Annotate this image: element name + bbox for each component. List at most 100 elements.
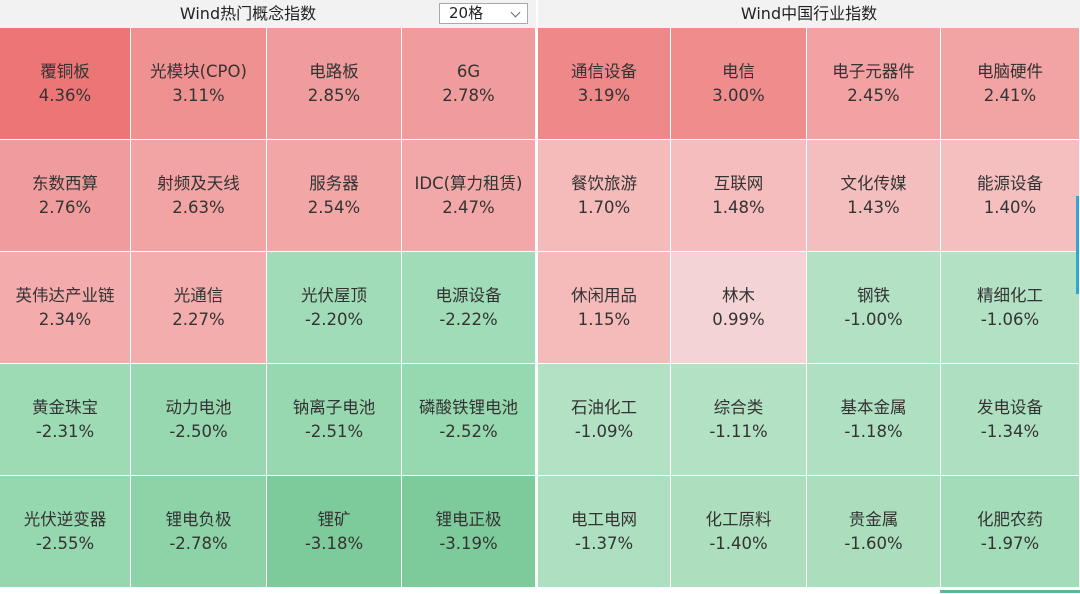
industry-tile[interactable]: 基本金属 -1.18% xyxy=(807,364,941,476)
concept-tile[interactable]: 光伏逆变器 -2.55% xyxy=(0,476,131,588)
concept-tile-name: 射频及天线 xyxy=(157,173,240,193)
industry-tile-name: 能源设备 xyxy=(977,173,1043,193)
concept-tile-change: -2.55% xyxy=(35,533,95,553)
concept-tile-change: 2.63% xyxy=(172,197,225,217)
concept-tile-name: 黄金珠宝 xyxy=(32,397,98,417)
concept-tile[interactable]: 光通信 2.27% xyxy=(131,252,267,364)
panel-divider xyxy=(536,0,538,594)
industry-tile-name: 钢铁 xyxy=(857,285,890,305)
industry-tile[interactable]: 通信设备 3.19% xyxy=(538,28,671,140)
scroll-indicator[interactable] xyxy=(1076,196,1079,294)
industry-index-panel: Wind中国行业指数 通信设备 3.19% 电信 3.00% 电子元器件 2.45% 电脑硬… xyxy=(538,0,1080,594)
industry-tile-change: 2.45% xyxy=(847,85,900,105)
industry-tile-name: 休闲用品 xyxy=(571,285,637,305)
industry-tile-change: 1.70% xyxy=(577,197,631,217)
industry-tile-name: 化肥农药 xyxy=(977,509,1043,529)
concept-tile[interactable]: 电源设备 -2.22% xyxy=(402,252,536,364)
industry-tile-change: -1.97% xyxy=(980,533,1040,553)
concept-tile[interactable]: 光伏屋顶 -2.20% xyxy=(267,252,402,364)
concept-tile[interactable]: IDC(算力租赁) 2.47% xyxy=(402,140,536,252)
industry-tile-change: 1.40% xyxy=(983,197,1037,217)
concept-tile-name: 电路板 xyxy=(309,61,359,81)
industry-tile-change: -1.11% xyxy=(709,421,768,441)
industry-tile-name: 基本金属 xyxy=(840,397,907,417)
industry-heatmap-grid: 通信设备 3.19% 电信 3.00% 电子元器件 2.45% 电脑硬件 2.41% 餐饮旅游 1… xyxy=(538,28,1080,588)
industry-tile[interactable]: 电子元器件 2.45% xyxy=(807,28,941,140)
industry-tile-name: 发电设备 xyxy=(977,397,1043,417)
concept-tile[interactable]: 光模块(CPO) 3.11% xyxy=(131,28,267,140)
concept-tile[interactable]: 英伟达产业链 2.34% xyxy=(0,252,131,364)
concept-tile[interactable]: 覆铜板 4.36% xyxy=(0,28,131,140)
concept-tile-name: 光伏屋顶 xyxy=(301,285,367,305)
industry-tile-name: 石油化工 xyxy=(571,397,637,417)
concept-tile[interactable]: 锂电负极 -2.78% xyxy=(131,476,267,588)
industry-tile-change: -1.40% xyxy=(709,533,768,553)
concept-tile-name: 锂电负极 xyxy=(165,509,232,529)
industry-tile[interactable]: 电工电网 -1.37% xyxy=(538,476,671,588)
concept-tile-change: 2.47% xyxy=(442,197,495,217)
concept-panel-header: Wind热门概念指数 20格 xyxy=(0,0,536,29)
industry-tile-change: -1.09% xyxy=(574,421,634,441)
industry-tile-change: 0.99% xyxy=(712,309,765,329)
industry-tile[interactable]: 电信 3.00% xyxy=(671,28,807,140)
industry-tile-change: 1.15% xyxy=(577,309,631,329)
industry-tile[interactable]: 休闲用品 1.15% xyxy=(538,252,671,364)
industry-tile[interactable]: 精细化工 -1.06% xyxy=(941,252,1080,364)
industry-tile[interactable]: 文化传媒 1.43% xyxy=(807,140,941,252)
industry-tile-name: 电子元器件 xyxy=(832,61,915,81)
concept-tile-change: 2.76% xyxy=(38,197,92,217)
industry-tile-name: 电脑硬件 xyxy=(977,61,1043,81)
industry-tile[interactable]: 贵金属 -1.60% xyxy=(807,476,941,588)
concept-tile[interactable]: 东数西算 2.76% xyxy=(0,140,131,252)
concept-tile[interactable]: 钠离子电池 -2.51% xyxy=(267,364,402,476)
concept-tile-change: 2.85% xyxy=(307,85,361,105)
industry-tile-name: 互联网 xyxy=(713,173,764,193)
concept-tile-change: 3.11% xyxy=(172,85,225,105)
concept-tile-change: 2.27% xyxy=(172,309,225,329)
industry-tile[interactable]: 石油化工 -1.09% xyxy=(538,364,671,476)
industry-tile-name: 林木 xyxy=(722,285,755,305)
concept-tile-name: 锂电正极 xyxy=(435,509,502,529)
concept-tile-name: 动力电池 xyxy=(165,397,232,417)
concept-tile-name: 覆铜板 xyxy=(40,61,90,81)
concept-tile[interactable]: 服务器 2.54% xyxy=(267,140,402,252)
concept-tile-change: -3.18% xyxy=(304,533,364,553)
industry-panel-title: Wind中国行业指数 xyxy=(740,4,878,23)
industry-tile[interactable]: 化肥农药 -1.97% xyxy=(941,476,1080,588)
industry-tile[interactable]: 钢铁 -1.00% xyxy=(807,252,941,364)
concept-tile[interactable]: 黄金珠宝 -2.31% xyxy=(0,364,131,476)
industry-tile[interactable]: 互联网 1.48% xyxy=(671,140,807,252)
concept-tile-name: 英伟达产业链 xyxy=(15,285,115,305)
industry-tile[interactable]: 发电设备 -1.34% xyxy=(941,364,1080,476)
concept-tile[interactable]: 电路板 2.85% xyxy=(267,28,402,140)
chevron-down-icon[interactable] xyxy=(510,7,521,18)
industry-tile-change: -1.34% xyxy=(980,421,1040,441)
concept-tile[interactable]: 6G 2.78% xyxy=(402,28,536,140)
industry-tile-name: 综合类 xyxy=(713,397,764,417)
concept-tile-change: -2.22% xyxy=(439,309,498,329)
concept-tile[interactable]: 射频及天线 2.63% xyxy=(131,140,267,252)
industry-tile[interactable]: 电脑硬件 2.41% xyxy=(941,28,1080,140)
concept-tile[interactable]: 锂矿 -3.18% xyxy=(267,476,402,588)
industry-tile[interactable]: 化工原料 -1.40% xyxy=(671,476,807,588)
industry-panel-header: Wind中国行业指数 xyxy=(538,0,1080,29)
grid-size-dropdown[interactable]: 20格 xyxy=(439,3,528,24)
industry-tile-change: 1.48% xyxy=(712,197,765,217)
industry-tile-change: -1.60% xyxy=(844,533,903,553)
industry-tile[interactable]: 林木 0.99% xyxy=(671,252,807,364)
concept-tile-change: -2.20% xyxy=(304,309,364,329)
concept-tile-change: -2.51% xyxy=(304,421,364,441)
industry-tile[interactable]: 能源设备 1.40% xyxy=(941,140,1080,252)
industry-tile-name: 精细化工 xyxy=(977,285,1043,305)
concept-tile[interactable]: 锂电正极 -3.19% xyxy=(402,476,536,588)
concept-heatmap-grid: 覆铜板 4.36% 光模块(CPO) 3.11% 电路板 2.85% 6G 2.78% 东数西算… xyxy=(0,28,536,588)
concept-tile-name: 锂矿 xyxy=(317,509,351,529)
concept-tile[interactable]: 动力电池 -2.50% xyxy=(131,364,267,476)
industry-tile[interactable]: 综合类 -1.11% xyxy=(671,364,807,476)
industry-tile-name: 文化传媒 xyxy=(840,173,907,193)
industry-tile[interactable]: 餐饮旅游 1.70% xyxy=(538,140,671,252)
concept-tile-name: 钠离子电池 xyxy=(292,397,376,417)
concept-tile[interactable]: 磷酸铁锂电池 -2.52% xyxy=(402,364,536,476)
corner-accent-line xyxy=(940,590,1080,593)
industry-tile-change: -1.37% xyxy=(574,533,634,553)
